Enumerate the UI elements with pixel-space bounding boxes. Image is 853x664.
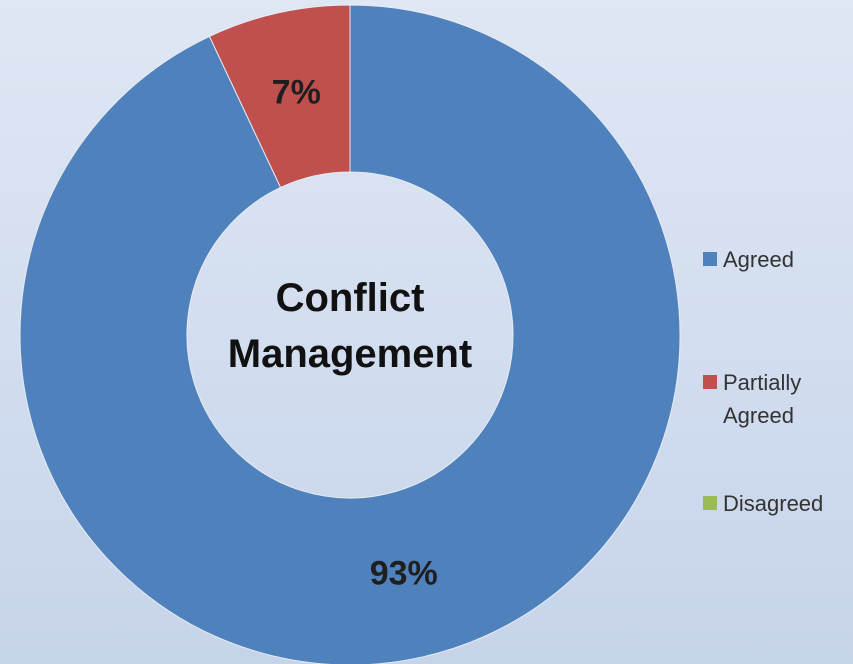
value-label: 7% — [272, 73, 321, 111]
legend-label: Agreed — [723, 247, 794, 272]
legend-swatch — [703, 375, 717, 389]
legend-item: Disagreed — [703, 487, 823, 520]
donut-slice — [19, 4, 681, 664]
legend-item: Partially Agreed — [703, 366, 841, 432]
legend-label: Disagreed — [723, 491, 824, 516]
legend-label: Partially Agreed — [723, 370, 802, 428]
legend-swatch — [703, 496, 717, 510]
chart-title: Conflict Management — [227, 276, 473, 376]
value-label: 93% — [370, 555, 438, 593]
legend-item: Agreed — [703, 243, 794, 276]
legend-swatch — [703, 252, 717, 266]
